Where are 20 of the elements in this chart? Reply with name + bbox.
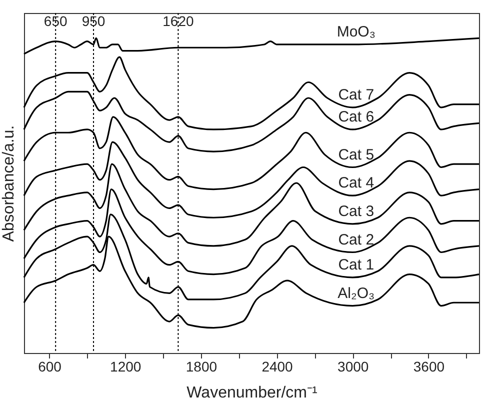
x-tick-label: 1200 (110, 358, 142, 374)
ref-line-label: 1620 (162, 13, 194, 29)
series-label: Cat 7 (338, 86, 374, 104)
series-label: Cat 6 (338, 108, 374, 126)
series-label: Cat 5 (338, 146, 374, 164)
x-axis-title: Wavenumber/cm⁻¹ (186, 384, 318, 402)
ref-line-label: 950 (82, 13, 106, 29)
series-label: Al₂O₃ (338, 284, 375, 302)
x-tick-label: 1800 (186, 358, 218, 374)
x-tick-label: 3600 (413, 358, 445, 374)
series-label: Cat 4 (338, 174, 374, 192)
x-tick-label: 600 (38, 358, 62, 374)
ref-line-label: 650 (44, 13, 68, 29)
x-tick-label: 3000 (338, 358, 369, 374)
x-tick-label: 2400 (262, 358, 294, 374)
series-label: Cat 3 (338, 202, 374, 220)
series-label: MoO₃ (336, 23, 376, 40)
series-label: Cat 2 (338, 231, 374, 248)
series-label: Cat 1 (338, 256, 374, 274)
y-axis-title: Absorbance/a.u. (0, 125, 18, 242)
